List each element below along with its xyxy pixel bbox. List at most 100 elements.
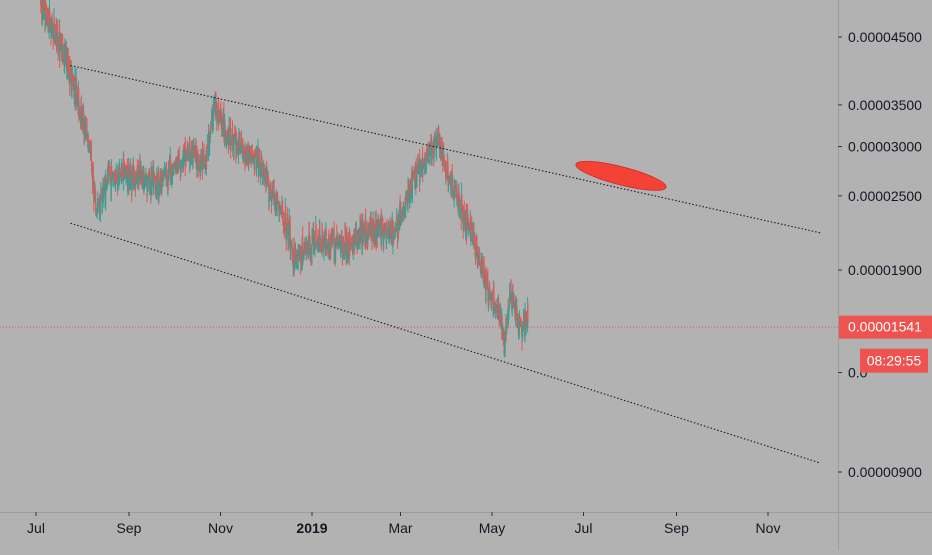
candle-body [473,227,475,233]
candle-body [352,240,354,252]
candle-body [125,169,127,177]
candle-body [239,132,241,147]
candle-body [461,195,463,207]
candle-body [521,322,523,331]
candle-body [487,275,489,292]
candle-body [355,229,356,241]
candle-body [273,186,275,202]
candle-body [357,237,359,247]
candle-body [483,264,485,283]
candle-body [69,76,71,84]
x-tick-label: May [479,520,505,536]
candle-body [482,259,484,271]
candle-body [206,147,208,160]
candle-body [513,297,515,306]
badge-layer: 0.00001541 08:29:55 [839,315,932,373]
candle-body [449,176,451,178]
candle-body [188,148,190,159]
candle-body [315,225,317,245]
candle-body [114,173,116,182]
x-tick-label: Sep [664,520,689,536]
candle-body [271,193,273,203]
candle-body [193,151,195,153]
candle-body [297,251,299,265]
candle-body [337,236,339,248]
candle-body [401,215,403,223]
candle-body [277,196,279,204]
candle-body [344,232,346,240]
candle-body [226,137,227,145]
candle-body [131,171,133,191]
candle-body [229,144,231,146]
candle-body [225,131,227,136]
candle-body [176,165,178,170]
candle-body [485,274,487,279]
candle-body [397,229,399,241]
y-tick-label: 0.00004500 [848,29,922,45]
candle-body [358,230,360,243]
y-tick-label: 0.00003000 [848,139,922,155]
candle-body [493,286,495,302]
candle-body [377,231,379,237]
x-tick-label: 2019 [296,520,327,536]
candle-body [334,250,335,258]
candle-body [51,16,53,22]
candle-body [278,208,280,217]
y-tick-label: 0.00003500 [848,97,922,113]
candle-body [341,231,343,252]
candle-body [340,246,342,254]
candle-body [119,168,121,174]
candle-body [395,221,397,229]
candle-body [147,174,149,185]
candle-body [354,233,356,246]
candle-body [459,209,461,216]
candle-body [202,158,204,168]
candle-body [154,172,155,178]
x-tick-label: Sep [117,520,142,536]
candle-body [74,89,76,98]
x-tick-label: Jul [575,520,593,536]
candle-body [524,311,526,318]
candle-body [423,161,425,167]
x-tick-label: Nov [208,520,233,536]
candle-body [193,143,195,152]
candle-body [445,170,447,175]
candle-body [207,144,209,151]
y-tick-label: 0.00000900 [848,464,922,480]
candle-body [450,175,452,191]
candle-body [130,173,132,178]
candle-body [209,135,211,149]
candle-body [343,237,344,254]
candle-body [103,188,105,195]
candle-body [100,200,101,215]
candle-body [121,167,123,178]
candle-body [475,238,477,256]
highlight-ellipse [575,160,667,191]
candle-body [95,211,97,214]
candle-body [346,232,347,254]
candle-body [166,166,167,179]
candle-body [285,208,287,233]
candle-body [251,151,253,161]
candle-body [81,119,83,125]
candle-body [249,152,251,161]
candle-body [294,255,296,264]
candle-layer [40,0,529,358]
candle-body [509,292,511,304]
candle-body [222,112,224,127]
candle-body [189,144,191,163]
candle-body [506,328,508,333]
countdown-label: 08:29:55 [867,353,922,369]
candle-body [70,68,72,89]
candle-body [359,221,361,240]
candle-body [275,202,277,210]
candle-body [85,120,87,135]
candle-body [233,140,235,155]
candle-body [438,127,440,143]
candle-body [299,246,301,255]
candle-body [103,194,105,201]
candle-body [369,226,371,233]
candle-body [457,204,459,210]
candle-body [160,168,162,190]
